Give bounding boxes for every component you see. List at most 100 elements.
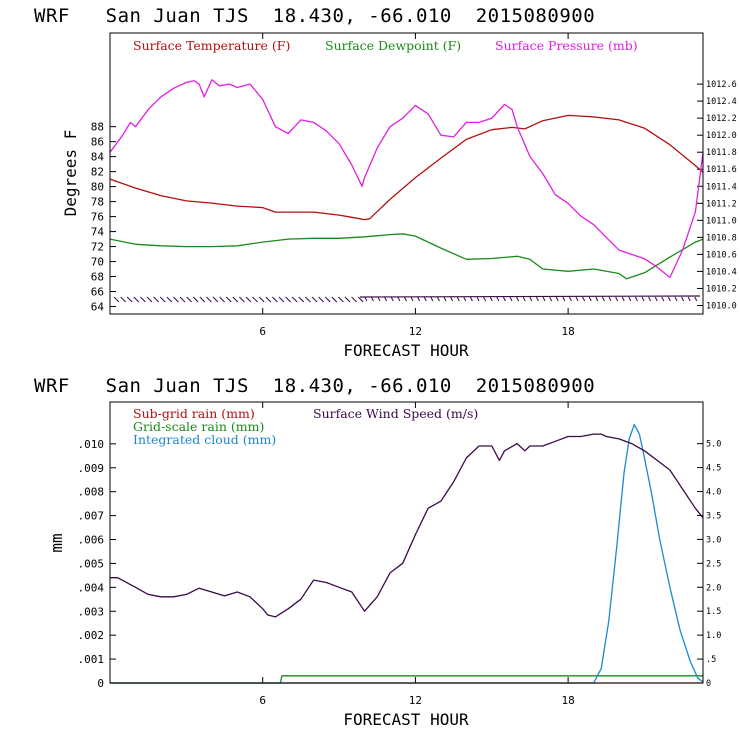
y2-tick-label: 1011.6 bbox=[706, 165, 737, 175]
y2-tick-label: 2.0 bbox=[706, 583, 721, 593]
wind-barb bbox=[608, 296, 612, 302]
wind-barb bbox=[324, 296, 331, 303]
wind-barb bbox=[661, 296, 665, 302]
y-tick-label: 80 bbox=[91, 181, 104, 194]
wind-barb bbox=[430, 296, 434, 302]
series-line-grid-scale-rain-mm bbox=[110, 675, 703, 684]
wind-barb bbox=[225, 296, 232, 303]
wind-barb bbox=[423, 296, 427, 302]
precip-wind-panel: WRF San Juan TJS 18.430, -66.010 2015080… bbox=[34, 375, 721, 729]
panel-1-ylabel: Degrees F bbox=[61, 130, 80, 217]
y2-tick-label: 1012.2 bbox=[706, 114, 737, 124]
y2-tick-label: .5 bbox=[706, 655, 716, 665]
wind-barb bbox=[417, 296, 421, 302]
y-tick-label: .001 bbox=[78, 653, 105, 666]
wind-barb bbox=[562, 296, 566, 302]
wind-barb bbox=[535, 296, 539, 302]
wind-barb bbox=[113, 296, 120, 303]
legend-entry: Surface Temperature (F) bbox=[133, 38, 290, 53]
wind-barb bbox=[615, 296, 619, 302]
y2-tick-label: 1010.2 bbox=[706, 284, 737, 294]
y-tick-label: 64 bbox=[91, 301, 105, 314]
legend-entry: Grid-scale rain (mm) bbox=[133, 419, 264, 434]
wind-barb bbox=[285, 296, 291, 303]
panel-2-xlabel: FORECAST HOUR bbox=[343, 710, 469, 729]
x-tick-label: 6 bbox=[259, 325, 266, 338]
series-line-surface-dewpoint-f bbox=[109, 233, 704, 280]
wind-barb bbox=[555, 296, 559, 302]
wind-barb bbox=[126, 296, 133, 303]
wind-barb bbox=[595, 296, 599, 302]
wind-barb bbox=[509, 296, 513, 302]
wind-barb bbox=[483, 296, 487, 302]
wind-barb bbox=[648, 296, 652, 302]
legend-entry: Sub-grid rain (mm) bbox=[133, 406, 255, 421]
wind-barb bbox=[463, 296, 467, 302]
y-tick-label: 74 bbox=[91, 226, 105, 239]
wind-barb bbox=[245, 296, 252, 303]
y-tick-label: .003 bbox=[78, 605, 105, 618]
panel-1-legend: Surface Temperature (F) Surface Dewpoint … bbox=[133, 38, 638, 53]
y-tick-label: 82 bbox=[91, 166, 104, 179]
y2-tick-label: 1012.4 bbox=[706, 97, 737, 107]
y2-tick-label: 2.5 bbox=[706, 559, 721, 569]
wind-barb bbox=[278, 296, 285, 303]
wind-barb bbox=[575, 296, 579, 302]
wind-barb bbox=[159, 296, 166, 303]
wind-barb bbox=[469, 296, 473, 302]
wind-barb bbox=[601, 296, 605, 302]
wind-barb bbox=[397, 296, 401, 302]
wind-barb bbox=[436, 296, 440, 302]
wind-barb bbox=[133, 296, 140, 303]
y2-tick-label: 0 bbox=[706, 679, 711, 689]
wind-barb bbox=[298, 296, 305, 303]
wind-barb bbox=[456, 296, 460, 302]
y2-tick-label: 1010.6 bbox=[706, 250, 737, 260]
y2-tick-label: 1.0 bbox=[706, 631, 721, 641]
y2-tick-label: 1010.4 bbox=[706, 267, 737, 277]
y2-tick-label: 1011.8 bbox=[706, 148, 737, 158]
legend-entry: Surface Pressure (mb) bbox=[495, 38, 638, 53]
x-tick-label: 12 bbox=[409, 694, 422, 707]
y-tick-label: .007 bbox=[78, 510, 105, 523]
wind-barb bbox=[291, 296, 298, 303]
y-tick-label: 84 bbox=[91, 151, 105, 164]
y-tick-label: 0 bbox=[97, 677, 104, 690]
wind-barb bbox=[621, 296, 625, 302]
y-tick-label: 86 bbox=[91, 136, 104, 149]
panel-1-xlabel: FORECAST HOUR bbox=[343, 341, 469, 360]
y2-tick-label: 1011.4 bbox=[706, 182, 737, 192]
wind-barb bbox=[634, 296, 638, 302]
wind-barb bbox=[206, 296, 212, 303]
wind-barb bbox=[667, 296, 671, 302]
y-tick-label: 72 bbox=[91, 241, 104, 254]
y-tick-label: .010 bbox=[78, 438, 105, 451]
y2-tick-label: 1012.6 bbox=[706, 80, 737, 90]
wind-barb bbox=[542, 296, 546, 302]
wind-barb bbox=[443, 296, 447, 302]
y2-tick-label: 1011.0 bbox=[706, 216, 737, 226]
series-line-surface-pressure-mb bbox=[109, 79, 704, 279]
wind-barb bbox=[265, 296, 272, 303]
wind-barb bbox=[489, 296, 493, 302]
y-tick-label: .008 bbox=[78, 486, 105, 499]
wind-barb bbox=[318, 296, 324, 303]
temperature-panel: WRF San Juan TJS 18.430, -66.010 2015080… bbox=[34, 5, 737, 360]
x-tick-label: 12 bbox=[409, 325, 422, 338]
wind-barb bbox=[641, 296, 645, 302]
wind-barb bbox=[344, 296, 351, 303]
wind-barb bbox=[403, 296, 407, 302]
x-tick-label: 6 bbox=[259, 694, 266, 707]
wind-barb bbox=[232, 296, 239, 303]
y2-tick-label: 1012.0 bbox=[706, 131, 737, 141]
y-tick-label: .009 bbox=[78, 462, 105, 475]
panel-2-title: WRF San Juan TJS 18.430, -66.010 2015080… bbox=[34, 375, 595, 397]
wind-barb bbox=[694, 296, 698, 302]
wind-barb bbox=[529, 296, 533, 302]
wind-barb bbox=[153, 296, 159, 303]
legend-entry: Surface Dewpoint (F) bbox=[325, 38, 461, 53]
wind-barb bbox=[212, 296, 219, 303]
y-tick-label: 70 bbox=[91, 256, 104, 269]
wind-barb bbox=[681, 296, 685, 302]
y2-tick-label: 5.0 bbox=[706, 440, 721, 450]
